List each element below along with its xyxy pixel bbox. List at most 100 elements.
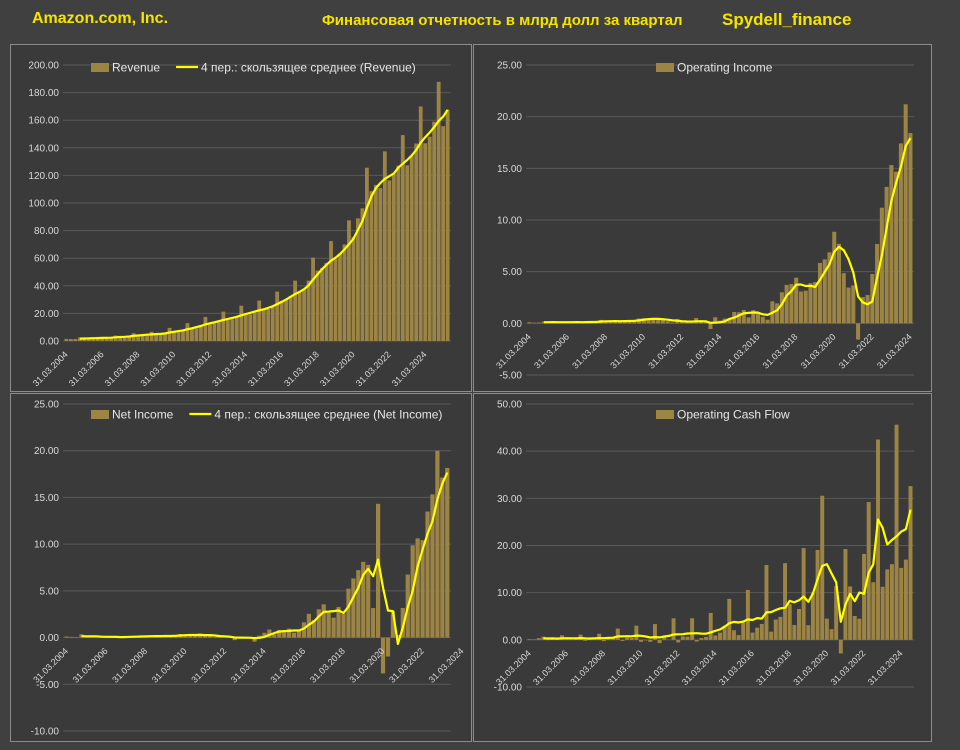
revenue-bar: [136, 335, 141, 341]
operating-income-bar: [779, 292, 784, 324]
net-income-bar: [212, 637, 218, 638]
operating-income-bar: [746, 317, 751, 324]
operating-cash-flow-bar: [806, 625, 811, 640]
revenue-y-tick-label: 60.00: [34, 254, 59, 265]
operating-cash-flow-y-tick-label: 0.00: [503, 635, 523, 646]
operating-income-x-tick-label: 31.03.2018: [761, 332, 800, 371]
net-income-x-tick-label: 31.03.2022: [387, 646, 426, 685]
net-income-bar: [232, 637, 237, 641]
operating-cash-flow-bar: [899, 567, 904, 640]
net-income-y-tick-label: 10.00: [34, 540, 59, 551]
operating-cash-flow-bar: [829, 629, 834, 640]
revenue-bar: [297, 291, 302, 341]
net-income-legend-label: 4 пер.: скользящее среднее (Net Income): [214, 408, 442, 422]
revenue-bar: [270, 306, 275, 341]
operating-income-bar: [656, 318, 661, 324]
net-income-bar: [435, 450, 440, 638]
operating-income-x-tick-label: 31.03.2004: [494, 332, 533, 371]
operating-income-bar: [789, 284, 794, 324]
operating-cash-flow-bar: [601, 639, 606, 642]
revenue-bar: [109, 337, 114, 341]
operating-income-bar: [737, 312, 742, 324]
revenue-bar: [82, 338, 87, 341]
operating-income-x-tick-label: 31.03.2016: [723, 332, 762, 371]
revenue-bar: [351, 236, 356, 341]
operating-income-x-tick-label: 31.03.2012: [646, 332, 685, 371]
operating-cash-flow-x-tick-label: 31.03.2022: [829, 648, 868, 687]
net-income-y-tick-label: 20.00: [34, 446, 59, 457]
net-income-x-tick-label: 31.03.2008: [110, 646, 149, 685]
brand-label: Spydell_finance: [722, 10, 852, 29]
revenue-y-tick-label: 100.00: [28, 199, 59, 210]
net-income-x-tick-label: 31.03.2024: [427, 646, 466, 685]
operating-cash-flow-bar: [801, 548, 806, 640]
revenue-bar: [172, 331, 176, 341]
operating-cash-flow-bar: [759, 623, 764, 640]
operating-cash-flow-bar: [634, 625, 639, 640]
net-income-bar: [385, 637, 391, 657]
net-income-bar: [252, 637, 257, 642]
revenue-bar: [181, 330, 185, 341]
net-income-bar: [415, 538, 420, 638]
revenue-bar: [396, 165, 401, 341]
revenue-bar: [324, 262, 329, 341]
operating-cash-flow-bar: [797, 608, 801, 640]
revenue-bar: [216, 321, 221, 341]
operating-cash-flow-bar: [708, 612, 713, 640]
net-income-bar: [341, 613, 346, 638]
operating-income-bar: [760, 316, 765, 324]
operating-cash-flow-bar: [615, 628, 620, 640]
operating-income-x-tick-label: 31.03.2020: [799, 332, 838, 371]
revenue-bar: [104, 338, 109, 341]
operating-income-bar: [751, 310, 756, 324]
operating-cash-flow-y-tick-label: 40.00: [497, 447, 522, 458]
revenue-x-tick-label: 31.03.2006: [67, 349, 106, 388]
operating-cash-flow-x-tick-label: 31.03.2024: [866, 648, 905, 687]
revenue-y-tick-label: 200.00: [28, 61, 59, 72]
revenue-bar: [154, 334, 158, 341]
operating-income-bar: [608, 321, 613, 324]
net-income-bar: [400, 607, 405, 638]
net-income-bar: [296, 630, 302, 638]
operating-income-chart-panel: -5.00 0.00 5.00 10.00 15.00 20.00 25.00 31.03.2…: [473, 44, 932, 392]
revenue-bar: [405, 165, 410, 341]
net-income-bar: [346, 588, 351, 638]
revenue-bar: [427, 136, 432, 341]
net-income-x-tick-label: 31.03.2016: [268, 646, 307, 685]
revenue-moving-average-line: [79, 109, 449, 340]
operating-income-bar: [670, 322, 675, 324]
operating-income-x-tick-label: 31.03.2014: [684, 332, 723, 371]
revenue-bar: [225, 318, 230, 341]
operating-cash-flow-bar: [852, 616, 857, 640]
operating-income-x-tick-label: 31.03.2010: [608, 332, 647, 371]
revenue-bar: [360, 208, 365, 341]
operating-cash-flow-bar: [745, 589, 750, 640]
operating-income-y-tick-label: 20.00: [497, 112, 522, 123]
revenue-x-tick-label: 31.03.2018: [282, 349, 321, 388]
revenue-bar: [243, 313, 248, 341]
revenue-bar: [73, 338, 78, 341]
operating-income-bar: [898, 143, 903, 324]
revenue-bar: [329, 241, 333, 341]
operating-cash-flow-x-tick-label: 31.03.2012: [643, 648, 682, 687]
net-income-chart-panel: -10.00 -5.00 0.00 5.00 10.00 15.00 20.00 25.00 3…: [10, 393, 472, 742]
operating-income-bar: [713, 317, 718, 324]
revenue-bar: [284, 299, 289, 341]
operating-income-bar: [727, 319, 732, 324]
net-income-bar: [188, 635, 193, 638]
revenue-y-tick-label: 40.00: [34, 281, 59, 292]
operating-cash-flow-x-tick-label: 31.03.2006: [531, 648, 570, 687]
revenue-bar: [68, 339, 73, 341]
net-income-y-tick-label: 0.00: [40, 633, 60, 644]
net-income-bar: [287, 628, 292, 638]
revenue-bar: [100, 337, 105, 341]
operating-income-bar: [827, 252, 832, 324]
revenue-bar: [347, 220, 351, 341]
operating-cash-flow-legend-bar-swatch: [656, 410, 674, 419]
revenue-bar: [190, 327, 194, 341]
operating-cash-flow-bar: [676, 639, 681, 643]
operating-cash-flow-bar: [527, 639, 532, 640]
revenue-bar: [414, 143, 419, 341]
net-income-bar: [420, 540, 425, 638]
operating-cash-flow-bar: [536, 638, 541, 640]
